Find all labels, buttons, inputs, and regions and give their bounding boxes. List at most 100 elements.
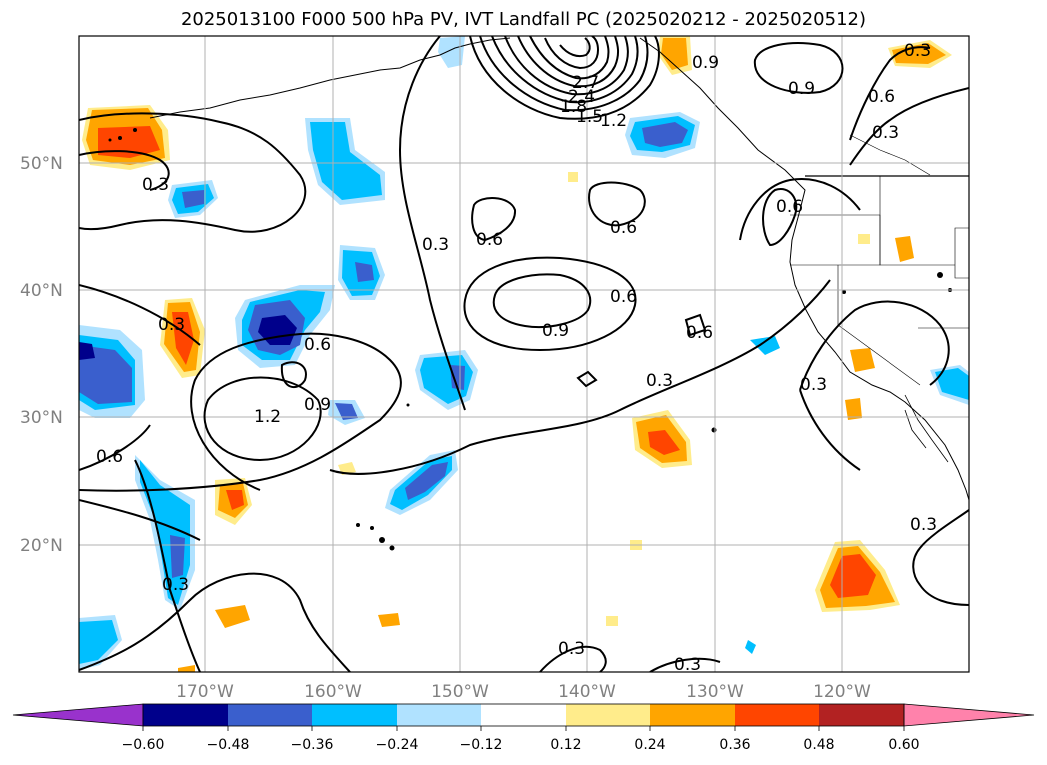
lat-label: 40°N (20, 281, 63, 301)
latitude-labels: 50°N 40°N 30°N 20°N (20, 154, 63, 556)
pv-anomaly-fill (79, 36, 969, 672)
contour-label: 0.6 (304, 335, 331, 355)
lon-label: 170°W (176, 682, 234, 702)
negative-anomaly-region (335, 403, 358, 420)
colorbar-bin (819, 704, 904, 726)
contour-label: 0.6 (776, 197, 803, 217)
contour-label: 0.3 (162, 575, 189, 595)
positive-anomaly-region (378, 613, 400, 627)
lon-label: 130°W (686, 682, 744, 702)
contour-label: 0.9 (542, 321, 569, 341)
colorbar-bin (228, 704, 312, 726)
contour-label: 1.5 (576, 107, 603, 127)
lon-label: 140°W (558, 682, 616, 702)
contour-label: 1.2 (254, 407, 281, 427)
map-frame (78, 35, 970, 673)
negative-anomaly-region (79, 345, 132, 404)
negative-anomaly-region (79, 620, 118, 664)
map-title: 2025013100 F000 500 hPa PV, IVT Landfall… (180, 9, 867, 30)
colorbar-tick-label: −0.60 (122, 737, 165, 753)
coastlines (149, 37, 969, 501)
positive-anomaly-region (606, 616, 618, 626)
colorbar-bin (143, 704, 228, 726)
negative-anomaly-region (182, 190, 204, 208)
positive-anomaly-region (895, 236, 914, 262)
positive-anomaly-region (858, 234, 870, 244)
negative-anomaly-region (450, 365, 465, 390)
contour-label: 1.2 (600, 111, 627, 131)
colorbar-bin (481, 704, 566, 726)
positive-anomaly-region (661, 38, 688, 70)
negative-anomaly-region (170, 535, 185, 578)
positive-anomaly-region (178, 665, 195, 672)
contour-label: 0.9 (692, 53, 719, 73)
contour-label: 0.9 (788, 79, 815, 99)
contour-labels: 2.7 2.4 1.8 1.5 1.2 0.9 0.9 0.6 0.3 0.3 … (96, 41, 937, 675)
contour-label: 0.6 (610, 287, 637, 307)
contour-label: 0.3 (910, 515, 937, 535)
colorbar-tick-label: 0.24 (634, 737, 665, 753)
longitude-labels: 170°W 160°W 150°W 140°W 130°W 120°W (176, 682, 871, 702)
lon-label: 120°W (813, 682, 871, 702)
contour-label: 0.3 (904, 41, 931, 61)
positive-anomaly-region (338, 462, 356, 475)
pv-contours (79, 36, 969, 672)
contour-label: 0.6 (686, 323, 713, 343)
colorbar-tick-label: −0.36 (291, 737, 334, 753)
contour-label: 0.3 (422, 235, 449, 255)
lat-label: 30°N (20, 408, 63, 428)
positive-anomaly-region (845, 398, 862, 420)
contour-label: 0.6 (96, 447, 123, 467)
contour-label: 0.3 (158, 315, 185, 335)
contour-label: 0.3 (558, 639, 585, 659)
contour-label: 2.7 (572, 73, 599, 93)
positive-anomaly-region (568, 172, 578, 182)
contour-label: 1.8 (560, 97, 587, 117)
positive-anomaly-region (172, 312, 194, 365)
contour-label: 2.4 (568, 87, 595, 107)
colorbar: −0.60 −0.48 −0.36 −0.24 −0.12 0.12 0.24 … (12, 703, 1035, 753)
map-area: 2.7 2.4 1.8 1.5 1.2 0.9 0.9 0.6 0.3 0.3 … (79, 36, 969, 675)
contour-label: 0.6 (868, 87, 895, 107)
colorbar-bin (735, 704, 819, 726)
colorbar-bin (566, 704, 650, 726)
contour-label: 0.3 (142, 175, 169, 195)
gridlines (79, 36, 969, 672)
lat-label: 20°N (20, 536, 63, 556)
negative-anomaly-region (438, 36, 465, 68)
negative-anomaly-region (310, 122, 382, 200)
negative-anomaly-region (355, 262, 374, 282)
lon-label: 150°W (431, 682, 489, 702)
negative-anomaly-region (405, 462, 448, 500)
contour-label: 0.3 (646, 371, 673, 391)
colorbar-tick-label: 0.48 (803, 737, 834, 753)
colorbar-extend-low (12, 703, 144, 727)
colorbar-bin (397, 704, 481, 726)
contour-label: 0.6 (610, 218, 637, 238)
positive-anomaly-region (648, 430, 680, 455)
positive-anomaly-region (226, 490, 244, 510)
colorbar-extend-high (903, 703, 1035, 727)
colorbar-tick-label: −0.48 (207, 737, 250, 753)
negative-anomaly-region (935, 368, 969, 400)
contour-label: 0.6 (476, 230, 503, 250)
positive-anomaly-region (98, 126, 160, 158)
contour-label: 0.3 (800, 375, 827, 395)
negative-anomaly-region (642, 122, 688, 147)
negative-anomaly-region (745, 640, 756, 654)
positive-anomaly-region (892, 43, 946, 64)
positive-anomaly-region (850, 348, 875, 372)
colorbar-tick-label: 0.12 (550, 737, 581, 753)
contour-label: 0.9 (304, 395, 331, 415)
contour-label: 0.3 (674, 655, 701, 675)
contour-label: 0.3 (872, 123, 899, 143)
colorbar-bin (650, 704, 735, 726)
lat-label: 50°N (20, 154, 63, 174)
negative-anomaly-region (750, 336, 780, 355)
colorbar-tick-label: −0.24 (376, 737, 419, 753)
colorbar-bin (312, 704, 397, 726)
negative-anomaly-region (79, 342, 95, 360)
colorbar-tick-label: 0.60 (888, 737, 919, 753)
positive-anomaly-region (215, 605, 250, 628)
